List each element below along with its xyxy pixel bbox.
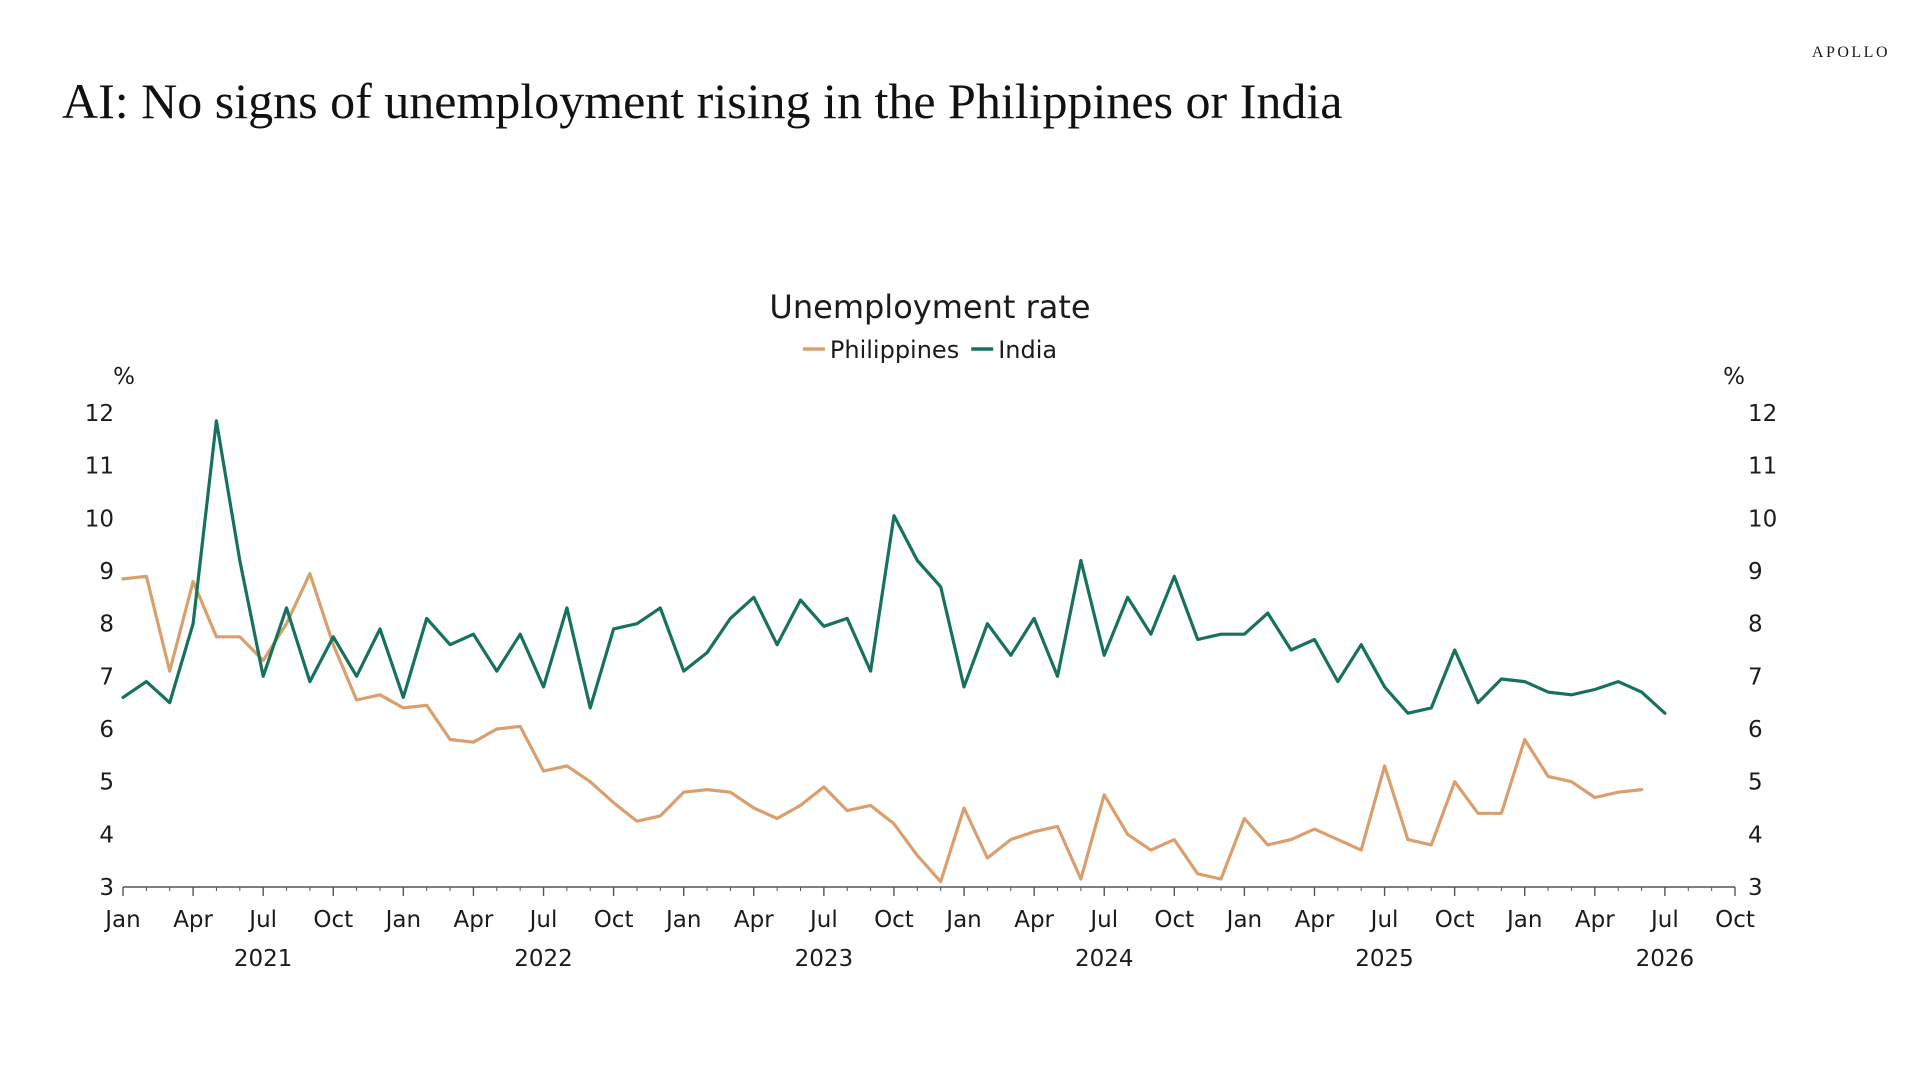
chart-legend: Philippines India bbox=[802, 336, 1057, 364]
y-tick-label-left: 3 bbox=[99, 875, 114, 901]
x-year-label: 2026 bbox=[1636, 946, 1695, 972]
x-tick-label: Oct bbox=[313, 907, 353, 933]
y-axis-unit-left: % bbox=[113, 364, 135, 390]
x-tick-label: Apr bbox=[454, 907, 494, 933]
y-tick-label-right: 9 bbox=[1748, 559, 1763, 585]
y-tick-label-right: 4 bbox=[1748, 822, 1763, 848]
y-tick-label-right: 5 bbox=[1748, 770, 1763, 796]
y-tick-label-right: 7 bbox=[1748, 664, 1763, 690]
x-year-label: 2021 bbox=[234, 946, 293, 972]
y-tick-label-right: 10 bbox=[1748, 506, 1777, 532]
x-tick-label: Oct bbox=[1435, 907, 1475, 933]
brand-logo: APOLLO bbox=[1811, 44, 1890, 61]
series-line-philippines bbox=[121, 572, 1644, 884]
page-title: AI: No signs of unemployment rising in t… bbox=[62, 73, 1343, 129]
x-tick-label: Apr bbox=[1014, 907, 1054, 933]
x-tick-label: Oct bbox=[874, 907, 914, 933]
y-tick-label-right: 11 bbox=[1748, 454, 1777, 480]
x-tick-label: Apr bbox=[1295, 907, 1335, 933]
x-tick-label: Jul bbox=[528, 907, 558, 933]
legend-label-philippines: Philippines bbox=[830, 336, 959, 364]
x-tick-label: Apr bbox=[173, 907, 213, 933]
x-year-label: 2023 bbox=[795, 946, 854, 972]
x-tick-label: Jul bbox=[247, 907, 277, 933]
y-tick-label-right: 3 bbox=[1748, 875, 1763, 901]
x-year-label: 2022 bbox=[514, 946, 573, 972]
legend-label-india: India bbox=[998, 336, 1057, 364]
x-year-label: 2025 bbox=[1355, 946, 1414, 972]
y-tick-label-left: 8 bbox=[99, 612, 114, 638]
chart-title: Unemployment rate bbox=[769, 288, 1090, 326]
x-tick-label: Apr bbox=[1575, 907, 1615, 933]
x-tick-label: Oct bbox=[594, 907, 634, 933]
y-tick-label-left: 6 bbox=[99, 717, 114, 743]
x-tick-label: Jul bbox=[1369, 907, 1399, 933]
series-line-india bbox=[121, 419, 1667, 715]
y-tick-label-right: 12 bbox=[1748, 401, 1777, 427]
y-tick-label-left: 12 bbox=[85, 401, 114, 427]
x-tick-label: Jan bbox=[384, 907, 421, 933]
y-tick-label-left: 10 bbox=[85, 506, 114, 532]
x-tick-label: Jul bbox=[1088, 907, 1118, 933]
y-tick-label-left: 9 bbox=[99, 559, 114, 585]
x-tick-label: Jan bbox=[1505, 907, 1542, 933]
chart-axes: 3 3 4 4 5 5 6 6 7 7 8 8 9 9 10 10 11 11 12 12 Jan Apr Jul Oct Ja… bbox=[85, 401, 1778, 972]
y-axis-unit-right: % bbox=[1723, 364, 1745, 390]
chart-series bbox=[121, 419, 1667, 884]
x-tick-label: Oct bbox=[1154, 907, 1194, 933]
x-year-label: 2024 bbox=[1075, 946, 1134, 972]
y-tick-label-left: 4 bbox=[99, 822, 114, 848]
legend-items: Philippines India bbox=[802, 336, 1057, 364]
x-tick-label: Jul bbox=[808, 907, 838, 933]
y-tick-label-left: 7 bbox=[99, 664, 114, 690]
x-tick-label: Jul bbox=[1649, 907, 1679, 933]
x-tick-label: Jan bbox=[1225, 907, 1262, 933]
x-tick-label: Jan bbox=[103, 907, 140, 933]
y-tick-label-right: 8 bbox=[1748, 612, 1763, 638]
x-tick-label: Oct bbox=[1715, 907, 1755, 933]
y-tick-label-left: 5 bbox=[99, 770, 114, 796]
y-tick-label-left: 11 bbox=[85, 454, 114, 480]
y-tick-label-right: 6 bbox=[1748, 717, 1763, 743]
x-tick-label: Jan bbox=[664, 907, 701, 933]
x-tick-label: Apr bbox=[734, 907, 774, 933]
x-tick-label: Jan bbox=[944, 907, 981, 933]
